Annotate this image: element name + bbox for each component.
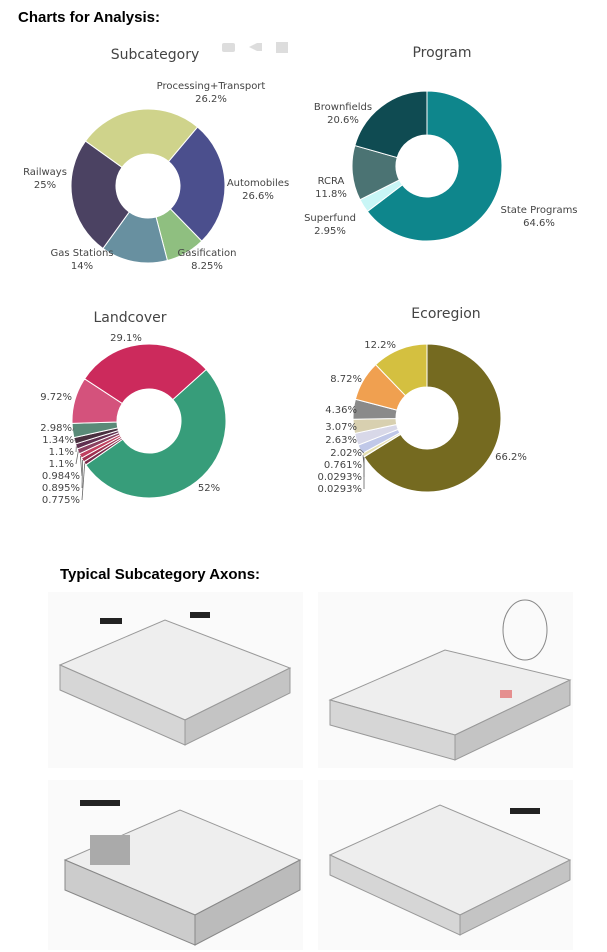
leader-line	[362, 455, 365, 466]
slice-label: State Programs	[500, 205, 577, 216]
slice-value-label: 9.72%	[40, 392, 72, 403]
leader-line	[359, 449, 365, 454]
plotly-icon[interactable]	[276, 42, 288, 53]
zoom-icon[interactable]	[249, 43, 262, 51]
axon-image	[48, 780, 303, 950]
slice-value-label: 1.34%	[42, 435, 74, 446]
chart-title: Ecoregion	[411, 306, 480, 322]
axon-image	[318, 592, 573, 768]
leader-line	[75, 451, 79, 465]
slice-value-label: 64.6%	[523, 218, 555, 229]
slice-value-label: 8.25%	[191, 261, 223, 272]
pie-slice	[85, 368, 227, 499]
slice-value-label: 20.6%	[327, 115, 359, 126]
section-title: Typical Subcategory Axons:	[60, 566, 260, 583]
leader-line	[79, 455, 83, 477]
pie-slice	[83, 343, 207, 405]
slice-value-label: 8.72%	[330, 374, 362, 385]
slice-value-label: 0.984%	[42, 471, 80, 482]
pie-slice	[366, 90, 503, 242]
pie-slice	[70, 140, 130, 250]
slice-value-label: 52%	[198, 483, 220, 494]
pie-slice	[363, 343, 502, 493]
pie-slice	[167, 126, 226, 242]
slice-value-label: 1.1%	[49, 447, 74, 458]
leader-line	[72, 427, 75, 431]
slice-value-label: 25%	[34, 180, 56, 191]
leader-line	[81, 459, 83, 489]
slice-label: Gas Stations	[50, 248, 113, 259]
slice-label: Brownfields	[314, 102, 372, 113]
slice-label: Superfund	[304, 213, 356, 224]
slice-label: Gasification	[178, 248, 237, 259]
slice-value-label: 2.63%	[325, 435, 357, 446]
slice-value-label: 2.95%	[314, 226, 346, 237]
slice-value-label: 66.2%	[495, 452, 527, 463]
chart-toolbar[interactable]	[222, 42, 288, 53]
slice-value-label: 1.1%	[49, 459, 74, 470]
pie-slice	[374, 343, 428, 397]
slice-value-label: 2.98%	[40, 423, 72, 434]
camera-icon[interactable]	[222, 43, 235, 52]
slice-value-label: 14%	[71, 261, 93, 272]
slice-label: Processing+Transport	[157, 81, 266, 92]
axon-image	[318, 780, 573, 950]
slice-label: Automobiles	[227, 178, 289, 189]
pie-slice	[354, 90, 428, 159]
leader-line	[74, 439, 77, 442]
slice-value-label: 29.1%	[110, 333, 142, 344]
leader-line	[81, 463, 86, 501]
slice-value-label: 11.8%	[315, 189, 347, 200]
slice-value-label: 12.2%	[364, 340, 396, 351]
slice-value-label: 26.2%	[195, 94, 227, 105]
axon-images	[48, 592, 573, 950]
chart-title: Subcategory	[111, 47, 200, 63]
slice-label: Railways	[23, 167, 67, 178]
slice-value-label: 0.895%	[42, 483, 80, 494]
axon-image	[48, 592, 303, 768]
slice-value-label: 0.775%	[42, 495, 80, 506]
slice-value-label: 4.36%	[325, 405, 357, 416]
slice-value-label: 3.07%	[325, 422, 357, 433]
slice-value-label: 26.6%	[242, 191, 274, 202]
chart-title: Landcover	[93, 310, 166, 326]
header-title: Charts for Analysis:	[18, 9, 160, 26]
slice-value-label: 0.761%	[324, 460, 362, 471]
slice-label: RCRA	[318, 176, 345, 187]
slice-value-label: 2.02%	[330, 448, 362, 459]
pie-slice	[84, 108, 199, 169]
slice-value-label: 0.0293%	[318, 472, 363, 483]
chart-title: Program	[412, 45, 471, 61]
slice-value-label: 0.0293%	[318, 484, 363, 495]
